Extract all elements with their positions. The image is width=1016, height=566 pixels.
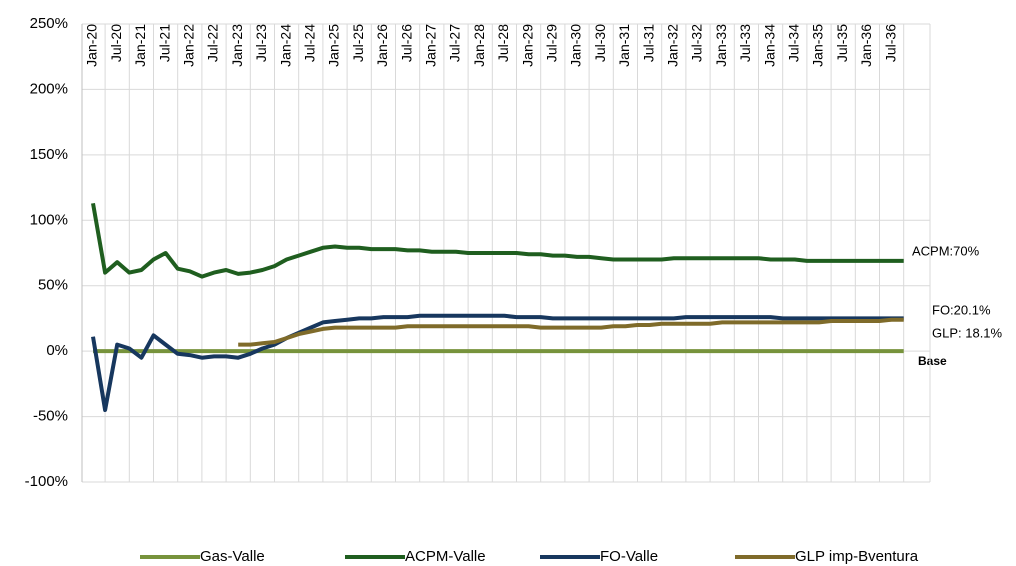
annotation: Base (918, 354, 947, 368)
x-tick-label: Jul-36 (882, 24, 898, 62)
series-line (91, 313, 904, 412)
x-tick-label: Jul-32 (689, 24, 705, 62)
y-tick-label: 100% (30, 211, 68, 228)
x-tick-label: Jan-30 (568, 24, 584, 67)
y-tick-label: 50% (38, 277, 68, 294)
x-tick-label: Jul-26 (398, 24, 414, 62)
legend-label: GLP imp-Bventura (795, 548, 919, 565)
x-tick-label: Jul-24 (302, 24, 318, 62)
x-tick-label: Jan-20 (84, 24, 100, 67)
x-tick-label: Jul-28 (495, 24, 511, 62)
x-tick-label: Jan-28 (471, 24, 487, 67)
x-tick-label: Jul-23 (253, 24, 269, 62)
x-tick-label: Jan-35 (810, 24, 826, 67)
x-tick-label: Jan-33 (713, 24, 729, 67)
x-tick-label: Jan-36 (858, 24, 874, 67)
x-tick-label: Jul-21 (156, 24, 172, 62)
annotation: ACPM:70% (912, 243, 980, 258)
x-tick-label: Jan-31 (616, 24, 632, 67)
series-line (238, 317, 904, 347)
x-tick-label: Jul-27 (447, 24, 463, 62)
x-tick-label: Jan-23 (229, 24, 245, 67)
x-tick-label: Jul-25 (350, 24, 366, 62)
y-tick-label: 0% (46, 342, 68, 359)
y-tick-label: 250% (30, 15, 68, 32)
x-tick-label: Jan-26 (374, 24, 390, 67)
x-tick-label: Jan-25 (326, 24, 342, 67)
y-tick-label: -50% (33, 408, 68, 425)
x-tick-label: Jan-34 (761, 24, 777, 67)
x-tick-label: Jan-27 (423, 24, 439, 67)
x-tick-label: Jul-31 (640, 24, 656, 62)
legend-label: FO-Valle (600, 548, 658, 565)
x-tick-label: Jul-34 (786, 24, 802, 62)
legend-label: Gas-Valle (200, 548, 265, 565)
y-tick-label: 200% (30, 80, 68, 97)
annotation: FO:20.1% (932, 302, 991, 317)
x-tick-label: Jul-22 (205, 24, 221, 62)
x-tick-label: Jan-24 (277, 24, 293, 67)
x-tick-label: Jan-22 (181, 24, 197, 67)
x-tick-label: Jul-35 (834, 24, 850, 62)
x-tick-label: Jul-30 (592, 24, 608, 62)
legend-label: ACPM-Valle (405, 548, 486, 565)
y-tick-label: 150% (30, 146, 68, 163)
x-tick-label: Jul-33 (737, 24, 753, 62)
annotation: GLP: 18.1% (932, 325, 1003, 340)
x-tick-label: Jan-29 (519, 24, 535, 67)
x-tick-label: Jan-32 (665, 24, 681, 67)
series-line (91, 202, 904, 279)
x-tick-label: Jul-29 (544, 24, 560, 62)
x-tick-label: Jul-20 (108, 24, 124, 62)
y-tick-label: -100% (25, 473, 68, 490)
x-tick-label: Jan-21 (132, 24, 148, 67)
